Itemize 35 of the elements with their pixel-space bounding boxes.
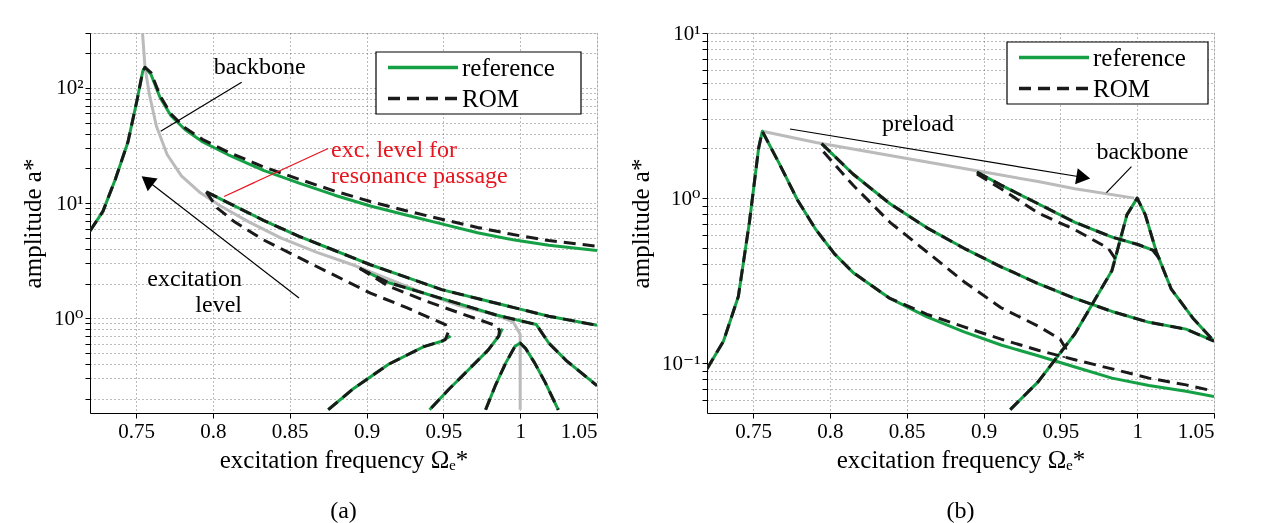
legend-label: reference: [462, 53, 555, 81]
y-tick-label: 10¹: [673, 20, 701, 45]
text: (b): [946, 497, 975, 523]
y-axis-title: amplitude a*: [19, 158, 47, 289]
x-tick-label: 0.9: [353, 418, 381, 443]
x-tick-label: 0.75: [118, 418, 155, 443]
annotation: exc. level for resonance passage: [331, 136, 508, 189]
x-tick-label: 1: [1132, 418, 1143, 443]
x-tick-label: 0.95: [1042, 418, 1080, 443]
text: (a): [330, 497, 357, 523]
x-tick-label: 0.95: [425, 418, 463, 443]
x-tick-label: 0.9: [970, 418, 998, 443]
annotation: preload: [882, 110, 954, 136]
x-axis-title: excitation frequency Ωₑ*: [836, 445, 1086, 473]
x-tick-label: 1: [515, 418, 526, 443]
x-tick-label: 0.8: [817, 418, 844, 443]
y-axis-title: amplitude a*: [627, 158, 655, 289]
y-tick-label: 10²: [56, 75, 84, 100]
x-tick-label: 0.75: [735, 418, 772, 443]
x-tick-label: 0.8: [200, 418, 227, 443]
x-tick-label: 1.05: [1177, 418, 1215, 443]
y-tick-label: 10⁰: [671, 185, 701, 210]
legend-label: ROM: [1093, 74, 1150, 102]
legend-label: ROM: [462, 84, 519, 112]
annotation: backbone: [213, 53, 306, 80]
x-tick-label: 0.85: [271, 418, 309, 443]
legend-label: reference: [1093, 43, 1186, 71]
y-tick-label: 10⁰: [54, 305, 84, 330]
y-tick-label: 10⁻¹: [662, 350, 701, 375]
x-tick-label: 0.85: [888, 418, 926, 443]
annotation: backbone: [1096, 137, 1189, 164]
y-tick-label: 10¹: [56, 190, 84, 215]
x-axis-title: excitation frequency Ωₑ*: [219, 445, 469, 473]
annotation: excitation level: [147, 265, 243, 317]
x-tick-label: 1.05: [560, 418, 598, 443]
